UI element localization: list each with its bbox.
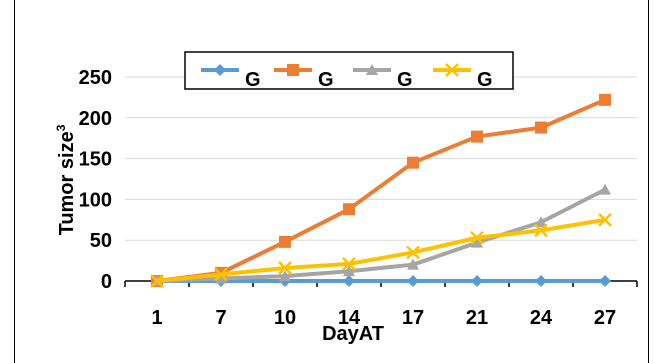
point-marker bbox=[598, 212, 612, 227]
point-marker bbox=[342, 256, 356, 271]
x-tick-label: 14 bbox=[338, 307, 361, 329]
y-axis-tick-labels: 0 50 100 150 200 250 bbox=[79, 67, 112, 293]
legend-item-2: G bbox=[274, 64, 334, 91]
series-4 bbox=[150, 212, 612, 288]
point-marker bbox=[407, 156, 419, 169]
series-line bbox=[156, 98, 606, 283]
y-tick-label: 150 bbox=[79, 149, 112, 171]
legend-label: G bbox=[318, 69, 334, 91]
point-marker bbox=[599, 93, 611, 106]
x-axis-title: DayAT bbox=[322, 323, 384, 345]
x-tick-label: 7 bbox=[215, 307, 226, 329]
x-tick-label: 17 bbox=[402, 307, 424, 329]
point-marker bbox=[599, 183, 611, 195]
y-tick-label: 0 bbox=[101, 271, 112, 293]
series-group bbox=[150, 93, 612, 288]
point-marker bbox=[445, 63, 459, 77]
y-tick-label: 100 bbox=[79, 189, 112, 211]
point-marker bbox=[407, 275, 419, 287]
legend-item-4: G bbox=[433, 63, 493, 91]
point-marker bbox=[535, 216, 547, 228]
point-marker bbox=[366, 64, 378, 75]
legend-item-1: G bbox=[201, 64, 261, 91]
point-marker bbox=[535, 121, 547, 134]
y-tick-label: 200 bbox=[79, 108, 112, 130]
y-axis-title-text: Tumor size bbox=[56, 131, 78, 235]
y-axis-title: Tumor size3 bbox=[54, 124, 78, 235]
series-line bbox=[156, 187, 606, 283]
left-border bbox=[14, 0, 15, 363]
point-marker bbox=[407, 258, 419, 270]
point-marker bbox=[471, 130, 483, 143]
y-tick-label: 250 bbox=[79, 67, 112, 89]
point-marker bbox=[535, 275, 547, 287]
x-tick-label: 10 bbox=[274, 307, 296, 329]
x-tick-label: 27 bbox=[594, 307, 616, 329]
point-marker bbox=[150, 274, 164, 288]
point-marker bbox=[343, 275, 355, 287]
x-tick-label: 21 bbox=[466, 307, 488, 329]
point-marker bbox=[471, 236, 483, 248]
legend-item-3: G bbox=[353, 64, 413, 91]
point-marker bbox=[214, 64, 226, 76]
series-line bbox=[156, 217, 606, 283]
legend-label: G bbox=[245, 69, 261, 91]
point-marker bbox=[287, 64, 299, 76]
grid-lines bbox=[125, 76, 637, 241]
y-tick-label: 50 bbox=[90, 230, 112, 252]
point-marker bbox=[279, 270, 291, 282]
legend-label: G bbox=[477, 69, 493, 91]
legend-label: G bbox=[397, 69, 413, 91]
point-marker bbox=[279, 235, 291, 248]
point-marker bbox=[406, 245, 420, 260]
point-marker bbox=[534, 223, 548, 238]
x-tick-label: 1 bbox=[151, 307, 162, 329]
right-border bbox=[648, 0, 649, 363]
y-axis-title-superscript: 3 bbox=[54, 124, 68, 131]
point-marker bbox=[215, 272, 227, 284]
point-marker bbox=[343, 203, 355, 216]
point-marker bbox=[214, 267, 228, 282]
x-tick-label: 24 bbox=[530, 307, 553, 329]
x-axis-tick-labels: 1 7 10 14 17 21 24 27 bbox=[151, 307, 616, 329]
point-marker bbox=[471, 275, 483, 287]
point-marker bbox=[599, 275, 611, 287]
point-marker bbox=[470, 230, 484, 245]
point-marker bbox=[278, 261, 292, 275]
point-marker bbox=[343, 265, 355, 277]
